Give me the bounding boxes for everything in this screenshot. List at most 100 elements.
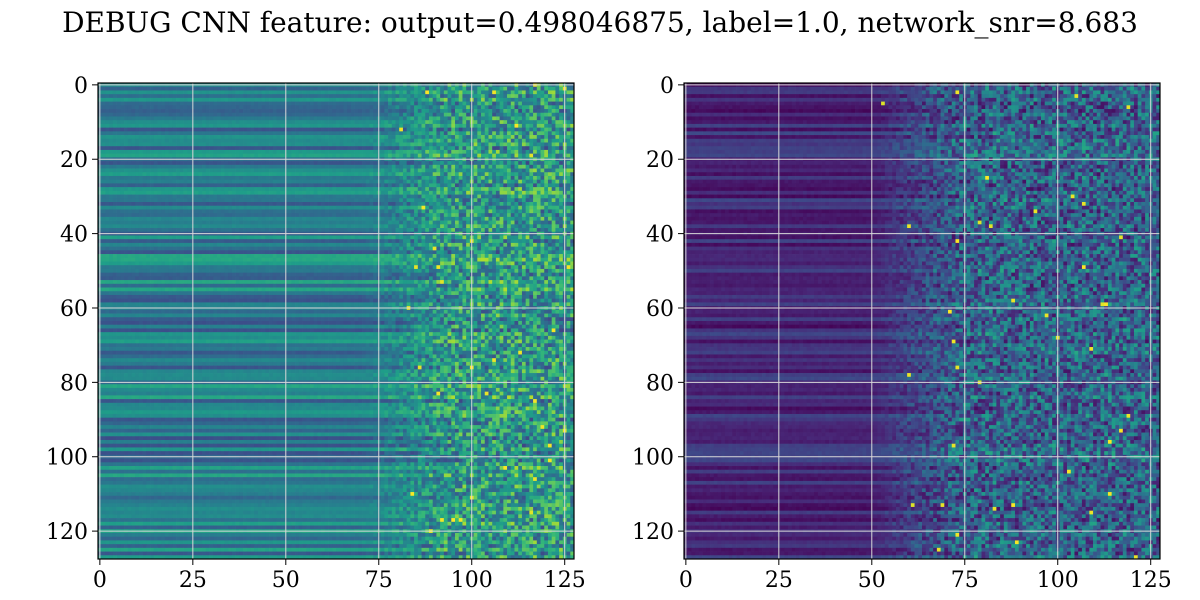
heatmap-cell — [444, 139, 448, 143]
heatmap-cell — [310, 113, 314, 117]
heatmap-cell — [176, 87, 180, 91]
heatmap-cell — [474, 120, 478, 124]
heatmap-cell — [158, 120, 162, 124]
heatmap-cell — [485, 102, 489, 106]
heatmap-cell — [355, 94, 359, 98]
heatmap-cell — [210, 146, 214, 150]
heatmap-cell — [280, 116, 284, 120]
heatmap-cell — [503, 150, 507, 154]
heatmap-cell — [277, 128, 281, 132]
heatmap-cell — [165, 105, 169, 109]
heatmap-cell — [236, 90, 240, 94]
heatmap-cell — [206, 116, 210, 120]
heatmap-cell — [232, 131, 236, 135]
heatmap-cell — [165, 169, 169, 173]
heatmap-cell — [288, 161, 292, 165]
heatmap-cell — [515, 161, 519, 165]
heatmap-cell — [187, 150, 191, 154]
heatmap-cell — [507, 98, 511, 102]
heatmap-cell — [310, 102, 314, 106]
heatmap-cell — [291, 169, 295, 173]
heatmap-cell — [280, 109, 284, 113]
heatmap-cell — [120, 102, 124, 106]
heatmap-cell — [332, 139, 336, 143]
heatmap-cell — [451, 90, 455, 94]
heatmap-cell — [466, 94, 470, 98]
heatmap-cell — [169, 135, 173, 139]
heatmap-cell — [291, 135, 295, 139]
heatmap-cell — [232, 146, 236, 150]
heatmap-cell — [202, 105, 206, 109]
heatmap-cell — [198, 150, 202, 154]
heatmap-cell — [269, 154, 273, 158]
heatmap-cell — [373, 135, 377, 139]
heatmap-cell — [243, 109, 247, 113]
heatmap-cell — [358, 169, 362, 173]
heatmap-cell — [340, 87, 344, 91]
heatmap-cell — [150, 98, 154, 102]
heatmap-cell — [217, 165, 221, 169]
heatmap-cell — [239, 102, 243, 106]
heatmap-cell — [277, 169, 281, 173]
heatmap-cell — [273, 116, 277, 120]
heatmap-cell — [105, 150, 109, 154]
heatmap-cell — [139, 146, 143, 150]
heatmap-cell — [429, 105, 433, 109]
heatmap-cell — [407, 90, 411, 94]
heatmap-cell — [496, 109, 500, 113]
heatmap-cell — [362, 150, 366, 154]
heatmap-cell — [105, 165, 109, 169]
heatmap-cell — [477, 87, 481, 91]
heatmap-cell — [351, 146, 355, 150]
heatmap-cell — [143, 120, 147, 124]
heatmap-cell — [503, 105, 507, 109]
heatmap-cell — [135, 109, 139, 113]
heatmap-cell — [131, 90, 135, 94]
heatmap-cell — [165, 131, 169, 135]
heatmap-cell — [146, 128, 150, 132]
heatmap-cell — [176, 109, 180, 113]
heatmap-cell — [332, 90, 336, 94]
heatmap-cell — [436, 87, 440, 91]
heatmap-cell — [314, 128, 318, 132]
heatmap-cell — [195, 154, 199, 158]
heatmap-cell — [362, 139, 366, 143]
heatmap-cell — [444, 94, 448, 98]
heatmap-cell — [306, 161, 310, 165]
heatmap-cell — [351, 128, 355, 132]
heatmap-cell — [336, 146, 340, 150]
heatmap-cell — [522, 90, 526, 94]
heatmap-cell — [176, 120, 180, 124]
heatmap-cell — [388, 169, 392, 173]
heatmap-cell — [474, 128, 478, 132]
heatmap-cell — [355, 131, 359, 135]
heatmap-cell — [474, 165, 478, 169]
heatmap-cell — [124, 131, 128, 135]
heatmap-cell — [567, 102, 571, 106]
heatmap-cell — [355, 124, 359, 128]
heatmap-cell — [399, 94, 403, 98]
heatmap-cell — [224, 90, 228, 94]
heatmap-cell — [440, 165, 444, 169]
heatmap-cell — [262, 109, 266, 113]
heatmap-cell — [135, 102, 139, 106]
heatmap-cell — [317, 143, 321, 147]
heatmap-cell — [310, 98, 314, 102]
heatmap-cell — [347, 169, 351, 173]
heatmap-cell — [369, 116, 373, 120]
heatmap-cell — [165, 128, 169, 132]
heatmap-cell — [503, 94, 507, 98]
heatmap-cell — [250, 146, 254, 150]
heatmap-cell — [303, 109, 307, 113]
heatmap-cell — [496, 131, 500, 135]
heatmap-cell — [503, 139, 507, 143]
heatmap-cell — [124, 94, 128, 98]
heatmap-cell — [206, 98, 210, 102]
heatmap-cell — [399, 135, 403, 139]
heatmap-cell — [537, 139, 541, 143]
heatmap-cell — [503, 128, 507, 132]
heatmap-cell — [210, 139, 214, 143]
heatmap-cell — [273, 139, 277, 143]
heatmap-cell — [310, 146, 314, 150]
heatmap-cell — [407, 120, 411, 124]
